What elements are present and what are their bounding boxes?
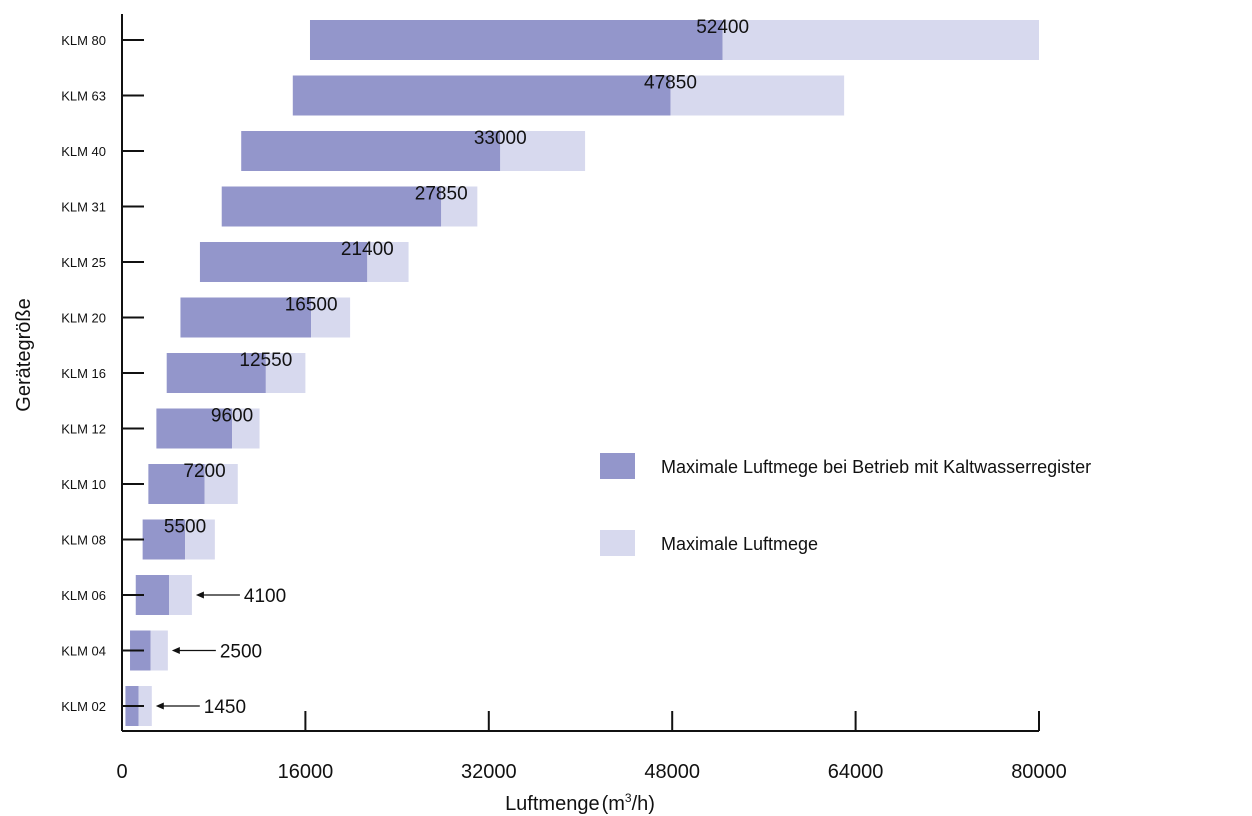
y-tick-label-klm-20: KLM 20	[61, 311, 106, 326]
legend-swatch-2	[600, 530, 635, 556]
value-label-klm-08: 5500	[164, 517, 206, 538]
y-axis-title: Gerätegröße	[13, 298, 35, 411]
y-tick-label-klm-04: KLM 04	[61, 644, 106, 659]
bar-klm-12-series-1	[156, 408, 233, 449]
y-tick-label-klm-06: KLM 06	[61, 588, 106, 603]
bar-klm-06-series-2	[168, 575, 192, 615]
y-tick-label-klm-10: KLM 10	[61, 477, 106, 492]
bar-klm-80-series-2	[722, 20, 1039, 60]
x-tick-label-80000: 80000	[1011, 761, 1067, 783]
value-label-klm-20: 16500	[285, 295, 338, 316]
y-tick-label-klm-80: KLM 80	[61, 33, 106, 48]
value-label-klm-16: 12550	[239, 350, 292, 371]
bar-klm-63-series-1	[292, 75, 671, 116]
legend-swatch-1	[600, 453, 635, 479]
x-tick-label-0: 0	[116, 761, 127, 783]
y-tick-label-klm-02: KLM 02	[61, 699, 106, 714]
bar-klm-40-series-2	[500, 131, 586, 171]
bar-klm-02-series-2	[138, 686, 152, 726]
value-labels-layer: 52400 47850 33000 27850 21400 16500 12550 9600 7…	[155, 17, 749, 718]
legend-label-2: Maximale Luftmege	[661, 534, 818, 554]
x-tick-label-64000: 64000	[828, 761, 884, 783]
x-tick-label-16000: 16000	[278, 761, 334, 783]
x-axis-title-text: Luftmenge	[505, 793, 600, 815]
value-label-klm-31: 27850	[415, 184, 468, 205]
x-axis-unit-prefix: (m	[602, 793, 625, 815]
x-axis-unit-superscript: 3	[625, 791, 632, 805]
value-label-klm-02: 1450	[204, 697, 246, 718]
bar-klm-16-series-2	[265, 353, 306, 393]
bar-klm-63-series-2	[670, 75, 845, 116]
bar-klm-04-series-2	[150, 630, 168, 671]
y-tick-label-klm-63: KLM 63	[61, 89, 106, 104]
value-label-klm-04: 2500	[220, 642, 262, 663]
bars-layer	[125, 20, 1039, 726]
x-axis-unit-suffix: /h)	[632, 793, 655, 815]
y-tick-label-klm-08: KLM 08	[61, 533, 106, 548]
y-tick-label-klm-16: KLM 16	[61, 366, 106, 381]
value-label-klm-63: 47850	[644, 73, 697, 94]
x-axis-title: Luftmenge (m3/h)	[505, 791, 655, 815]
value-label-klm-25: 21400	[341, 239, 394, 260]
y-tick-label-klm-40: KLM 40	[61, 144, 106, 159]
bar-klm-25-series-1	[199, 242, 368, 282]
x-tick-label-32000: 32000	[461, 761, 517, 783]
y-tick-label-klm-25: KLM 25	[61, 255, 106, 270]
value-label-klm-40: 33000	[474, 128, 527, 149]
bar-klm-31-series-2	[441, 186, 478, 227]
bar-klm-25-series-2	[367, 242, 409, 282]
value-label-klm-06: 4100	[244, 586, 286, 607]
x-tick-label-48000: 48000	[644, 761, 700, 783]
bar-klm-16-series-1	[166, 353, 266, 393]
value-label-klm-10: 7200	[183, 461, 225, 482]
bar-klm-08-series-2	[185, 519, 215, 560]
bar-klm-12-series-2	[232, 408, 260, 449]
label-arrow-head-klm-04	[171, 647, 180, 654]
bar-klm-20-series-1	[180, 297, 312, 338]
value-label-klm-80: 52400	[696, 17, 749, 38]
bar-klm-31-series-1	[221, 186, 442, 227]
bar-klm-20-series-2	[311, 297, 351, 338]
legend: Maximale Luftmege bei Betrieb mit Kaltwa…	[600, 453, 1091, 556]
label-arrow-head-klm-02	[155, 702, 164, 710]
y-tick-label-klm-12: KLM 12	[61, 422, 106, 437]
bar-klm-10-series-1	[148, 464, 205, 504]
legend-label-1: Maximale Luftmege bei Betrieb mit Kaltwa…	[661, 457, 1091, 477]
bar-klm-40-series-1	[241, 131, 501, 171]
label-arrow-head-klm-06	[195, 591, 204, 599]
value-label-klm-12: 9600	[211, 406, 253, 427]
axes-layer: KLM 80 KLM 63 KLM 40 KLM 31 KLM 25 KLM 20 KLM …	[61, 14, 1067, 783]
y-tick-label-klm-31: KLM 31	[61, 200, 106, 215]
bar-klm-80-series-1	[309, 20, 723, 60]
bar-klm-08-series-1	[142, 519, 186, 560]
bar-klm-10-series-2	[204, 464, 238, 504]
